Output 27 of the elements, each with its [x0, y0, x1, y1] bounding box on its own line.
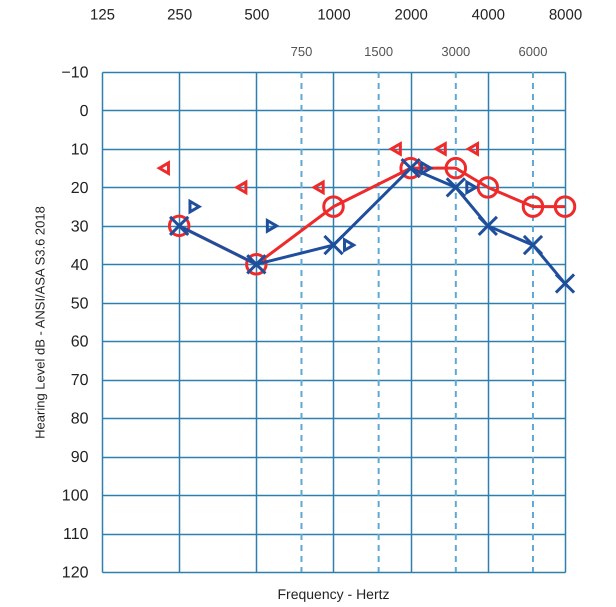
y-tick-label: 80: [70, 410, 89, 428]
x-tick-label: 8000: [548, 6, 582, 24]
y-tick-label: 50: [70, 295, 89, 312]
y-tick-label: 120: [62, 564, 89, 582]
ref-line-label: 6000: [518, 44, 548, 59]
y-tick-label: 0: [80, 102, 89, 120]
y-axis-title: Hearing Level dB - ANSI/ASA S3.6 2018: [32, 206, 48, 439]
y-tick-label: 100: [62, 488, 89, 505]
x-axis-title: Frequency - Hertz: [277, 586, 390, 602]
y-tick-label: 90: [70, 449, 89, 466]
ref-line-label: 750: [290, 44, 312, 59]
ref-line-label: 3000: [441, 44, 470, 59]
y-tick-label: 60: [70, 334, 89, 351]
x-tick-label: 250: [167, 6, 192, 24]
y-tick-label: 110: [62, 526, 89, 544]
y-tick-label: 70: [70, 372, 89, 390]
y-tick-label: 20: [70, 180, 89, 197]
y-tick-label: 10: [70, 141, 89, 158]
x-tick-label: 4000: [472, 6, 506, 24]
x-tick-label: 1000: [317, 6, 351, 24]
y-tick-label: −10: [61, 64, 89, 82]
ref-line-label: 1500: [364, 44, 394, 59]
x-tick-label: 2000: [394, 6, 428, 24]
y-tick-label: 30: [70, 218, 89, 236]
x-tick-label: 500: [244, 6, 270, 24]
y-tick-label: 40: [70, 256, 89, 274]
x-tick-label: 125: [90, 6, 116, 24]
